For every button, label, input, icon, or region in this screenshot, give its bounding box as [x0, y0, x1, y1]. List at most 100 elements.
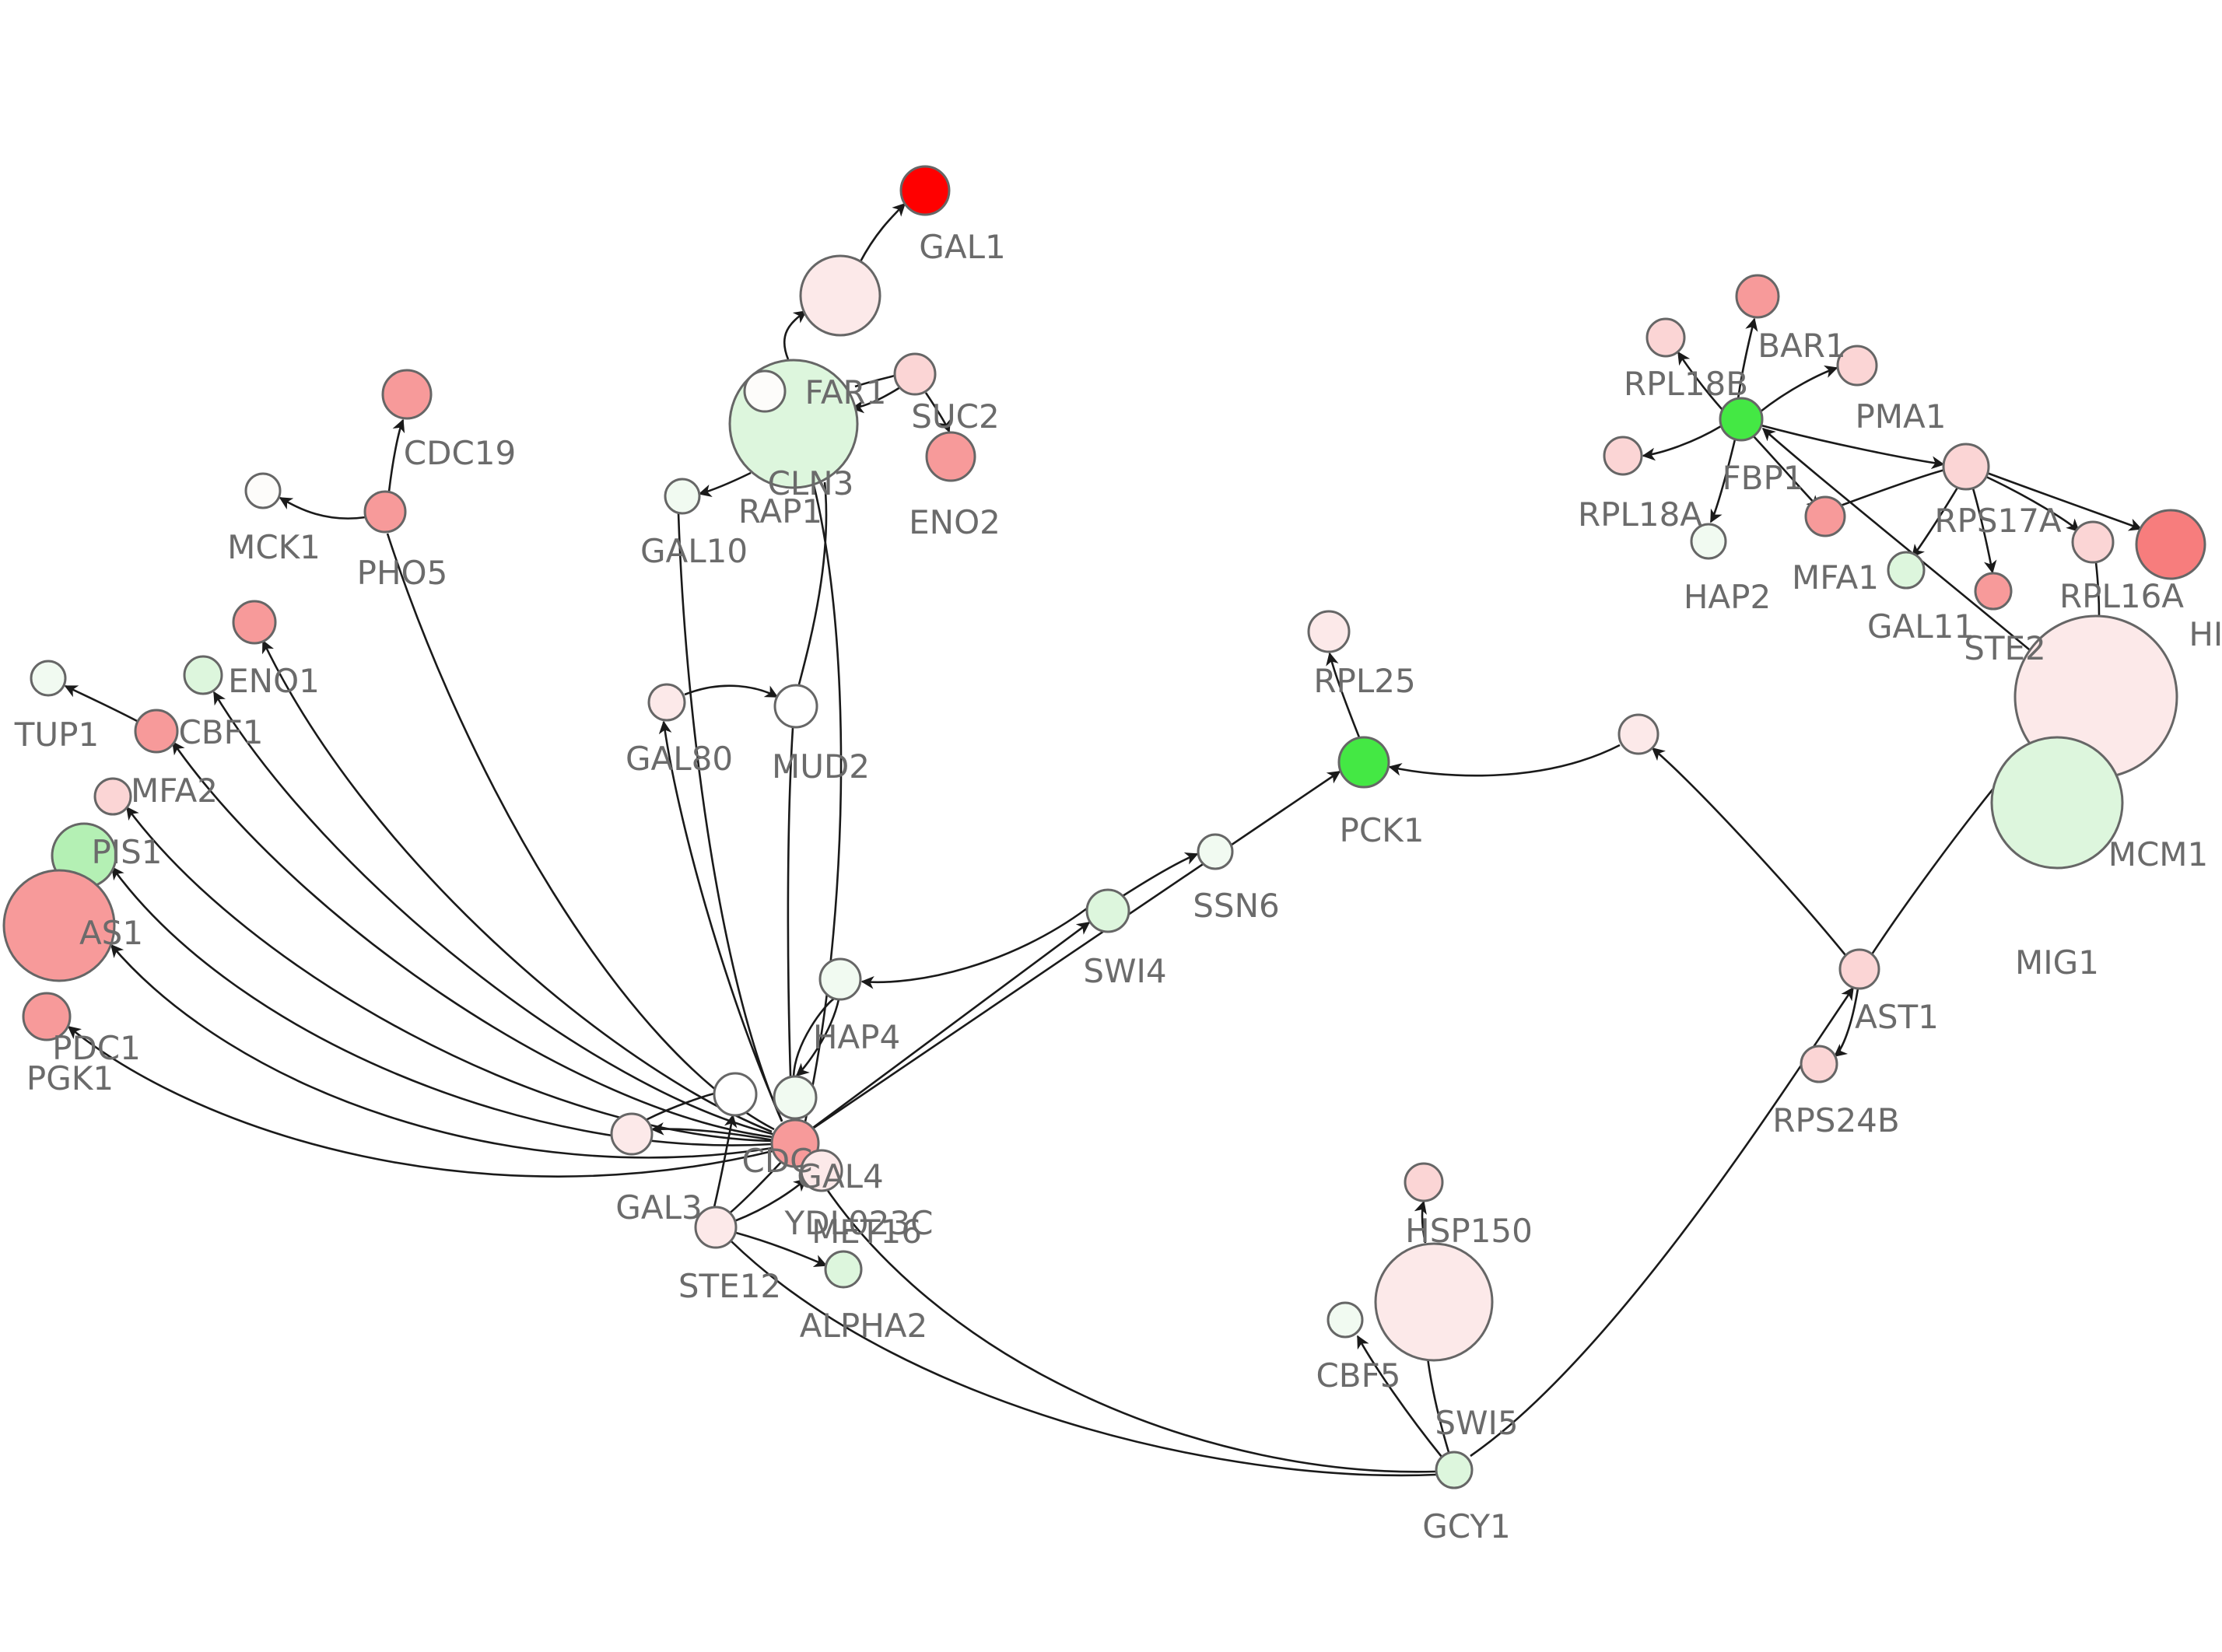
node-rpl25[interactable] — [1307, 610, 1351, 653]
edge-ste12-to-alpha2 — [735, 1231, 828, 1267]
edge-gal4-to-gal80 — [658, 720, 783, 1122]
node-fbp1[interactable] — [1719, 397, 1764, 442]
edge-rpl16a-to-mcm1 — [2094, 562, 2101, 616]
node-gal4[interactable] — [770, 1118, 820, 1168]
edge-gal4-to-eno1 — [261, 639, 773, 1133]
node-rps24b[interactable] — [1800, 1045, 1838, 1083]
edge-mud2-to-gal4 — [785, 727, 798, 1120]
labels-layer: GAL1FAR1SUC2ENO2CLN3RAP1GAL10CDC19MCK1PH… — [14, 228, 2222, 1545]
node-mig1[interactable] — [1990, 736, 2124, 870]
edge-fbp1-to-hap2 — [1709, 439, 1737, 523]
node-pdc1[interactable] — [2, 869, 116, 982]
node-pma1[interactable] — [1836, 345, 1878, 387]
edge-gal4-to-pgk1 — [67, 1025, 773, 1178]
edge-fbp1-to-rpl18b — [1677, 351, 1723, 411]
node-eno2[interactable] — [925, 431, 976, 482]
node-gal11[interactable] — [1887, 551, 1926, 590]
node-pis1[interactable] — [93, 777, 132, 816]
node-ast1[interactable] — [1838, 948, 1880, 990]
edge-suc2-to-eno2 — [924, 392, 952, 433]
node-label-mck1: MCK1 — [227, 528, 321, 566]
node-label-cbf5: CBF5 — [1316, 1356, 1400, 1395]
node-cbf1[interactable] — [183, 655, 223, 695]
edge-gcy1-to-cbf5 — [1356, 1335, 1443, 1458]
edge-pho5-to-cdc19 — [387, 418, 405, 492]
node-cdc19[interactable] — [381, 369, 433, 420]
node-mud2[interactable] — [773, 684, 818, 729]
node-unl_pck1_src[interactable] — [1617, 713, 1659, 755]
node-rpl18b[interactable] — [1645, 317, 1686, 358]
node-label-cdc19: CDC19 — [404, 434, 516, 472]
node-label-pck1: PCK1 — [1340, 811, 1425, 849]
node-ste2[interactable] — [1974, 572, 2013, 611]
node-mfa2[interactable] — [134, 709, 179, 754]
node-his4[interactable] — [2135, 509, 2206, 580]
node-gcy1[interactable] — [1435, 1451, 1474, 1489]
node-label-suc2: SUC2 — [911, 397, 999, 436]
edge-gal3-to-cdc — [645, 1092, 715, 1122]
node-suc2[interactable] — [893, 352, 937, 396]
edge-gal4-to-cbf1 — [212, 691, 773, 1136]
node-rap1[interactable] — [743, 369, 787, 413]
edge-pho5-to-mck1 — [279, 496, 366, 520]
node-hap4[interactable] — [818, 957, 862, 1001]
node-pgk1[interactable] — [22, 992, 72, 1041]
node-hap2[interactable] — [1690, 523, 1727, 560]
node-pho5[interactable] — [363, 490, 407, 534]
node-mfa1[interactable] — [1804, 495, 1846, 537]
node-mck1[interactable] — [244, 472, 282, 509]
node-label-met16: MET16 — [811, 1213, 922, 1251]
node-ste12[interactable] — [694, 1206, 738, 1249]
node-gal4_top[interactable] — [773, 1075, 818, 1120]
node-far1[interactable] — [799, 254, 881, 337]
node-label-ssn6: SSN6 — [1193, 887, 1279, 925]
node-cdc[interactable] — [713, 1072, 758, 1117]
node-label-rpl25: RPL25 — [1313, 662, 1415, 700]
node-gal3[interactable] — [610, 1112, 654, 1156]
node-swi5[interactable] — [1374, 1242, 1494, 1362]
node-label-gal1: GAL1 — [919, 228, 1005, 266]
node-label-tup1: TUP1 — [14, 716, 99, 754]
edge-hap4-to-gal4_top — [795, 999, 840, 1077]
edge-gal4-to-mfa2 — [171, 740, 773, 1139]
node-eno1[interactable] — [232, 600, 277, 645]
node-pck1[interactable] — [1337, 736, 1390, 789]
node-label-swi4: SWI4 — [1083, 952, 1166, 990]
node-ssn6[interactable] — [1197, 833, 1234, 870]
edge-unl_pck1_src-to-pck1 — [1388, 744, 1621, 777]
node-label-rpl16a: RPL16A — [2059, 577, 2184, 615]
node-bar1[interactable] — [1735, 274, 1780, 319]
node-label-his4: HIS4 — [2189, 615, 2222, 653]
node-tup1[interactable] — [30, 660, 67, 697]
edge-gal4-to-ste12 — [727, 1160, 783, 1216]
edge-pck1-to-rpl25 — [1326, 652, 1361, 738]
node-label-rps24b: RPS24B — [1772, 1101, 1899, 1139]
node-gal10[interactable] — [664, 478, 701, 515]
node-swi4[interactable] — [1085, 888, 1130, 933]
node-cbf5[interactable] — [1327, 1301, 1364, 1339]
edge-mfa1-to-rps17a — [1840, 468, 1946, 507]
edge-gal4-to-pis1 — [125, 806, 773, 1143]
node-gal80[interactable] — [647, 683, 686, 722]
edge-ste12-to-gcy1 — [731, 1241, 1437, 1477]
node-rpl18a[interactable] — [1603, 436, 1643, 476]
edge-cln3-to-far1 — [783, 310, 808, 360]
node-rps17a[interactable] — [1942, 443, 1990, 491]
edge-gal80-to-mud2 — [684, 684, 779, 698]
node-label-pho5: PHO5 — [357, 554, 448, 592]
edge-cln3-to-gal10 — [698, 471, 752, 498]
node-rpl16a[interactable] — [2071, 520, 2115, 564]
node-ydl023c[interactable] — [800, 1149, 843, 1192]
node-gal1[interactable] — [899, 165, 951, 216]
node-hsp150[interactable] — [1404, 1162, 1444, 1202]
node-label-hap2: HAP2 — [1684, 578, 1771, 616]
node-label-hap4: HAP4 — [813, 1018, 900, 1056]
node-label-rpl18a: RPL18A — [1578, 495, 1702, 534]
node-label-swi5: SWI5 — [1435, 1404, 1518, 1442]
node-alpha2[interactable] — [824, 1250, 863, 1289]
edge-gal4-to-pck1 — [813, 770, 1341, 1129]
node-label-mfa2: MFA2 — [131, 772, 218, 810]
edge-ast1-to-unl_pck1_src — [1651, 747, 1847, 956]
